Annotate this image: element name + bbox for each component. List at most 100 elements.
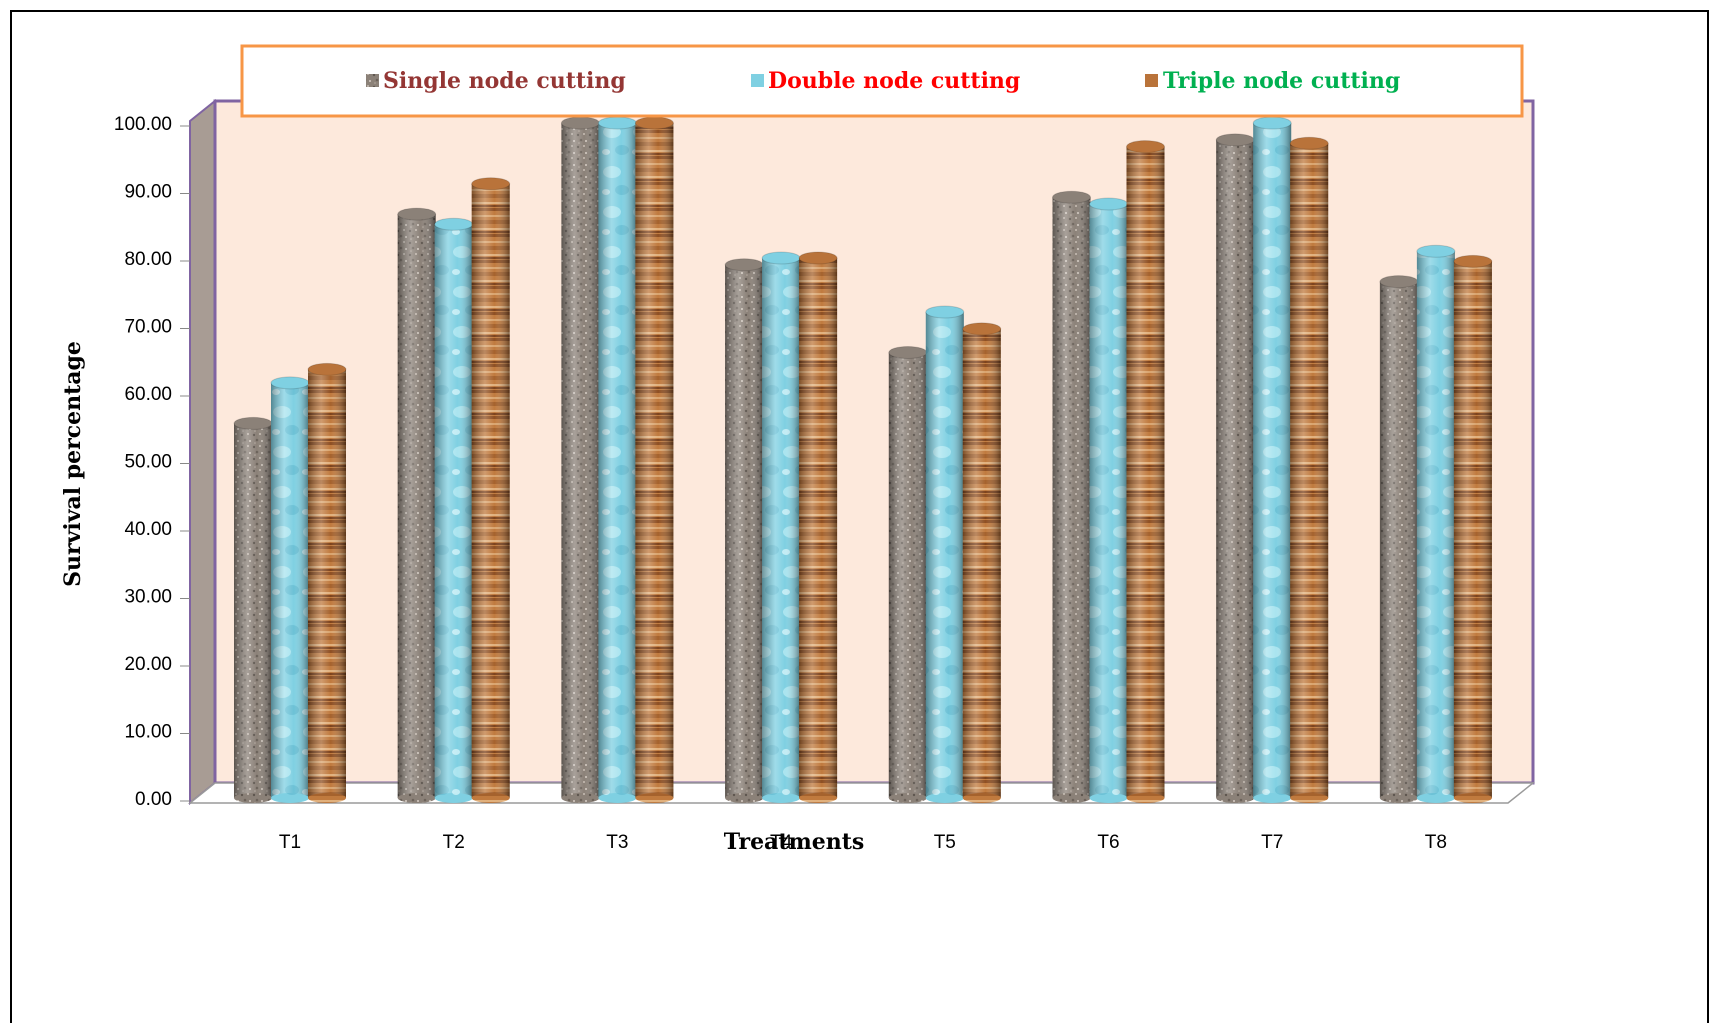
- y-tick-label: 70.00: [124, 317, 172, 338]
- x-tick-label: T6: [1097, 832, 1119, 853]
- bar-single-base: [1379, 793, 1418, 803]
- bar-double-shading: [925, 312, 964, 798]
- bar-single: [1215, 133, 1255, 803]
- bar-single-shading: [1216, 139, 1255, 798]
- x-tick-label: T7: [1261, 832, 1283, 853]
- bar-double: [434, 217, 474, 803]
- bar-single-shading: [888, 352, 927, 798]
- bar-single-base: [725, 793, 764, 803]
- bar-triple: [634, 116, 674, 803]
- bar-double-shading: [1253, 123, 1292, 798]
- bar-triple-base: [635, 793, 674, 803]
- bar-triple-top: [471, 177, 511, 191]
- bar-single-shading: [561, 123, 600, 798]
- bar-triple-top: [798, 251, 838, 265]
- bar-single: [724, 258, 764, 803]
- bar-triple-top: [1289, 136, 1329, 150]
- x-tick-label: T5: [934, 832, 956, 853]
- bar-double-base: [1089, 793, 1128, 803]
- bar-single-base: [561, 793, 600, 803]
- bar-triple-shading: [1290, 143, 1329, 798]
- bar-single-top: [1215, 133, 1255, 147]
- y-tick-label: 10.00: [124, 722, 172, 743]
- bar-single-shading: [234, 423, 272, 798]
- bar-double-base: [1416, 793, 1455, 803]
- bar-double-top: [597, 116, 637, 130]
- bar-triple-shading: [471, 183, 510, 798]
- chart-frame: [10, 10, 1709, 1023]
- y-tick-label: 80.00: [124, 249, 172, 270]
- bar-double: [1252, 116, 1292, 803]
- bar-triple-shading: [1453, 261, 1492, 798]
- bar-double-base: [1253, 793, 1292, 803]
- bar-double: [1416, 244, 1456, 803]
- bar-double-shading: [762, 258, 801, 798]
- bar-double: [270, 376, 310, 803]
- bar-single-base: [234, 793, 272, 803]
- bar-double-base: [434, 793, 473, 803]
- bar-single-top: [560, 116, 600, 130]
- bar-double-top: [761, 251, 801, 265]
- y-axis: 0.00 10.00 20.00 30.00 40.00 50.00 60.00 70.00 8…: [114, 114, 190, 810]
- bar-double-shading: [598, 123, 637, 798]
- y-tick-label: 30.00: [124, 587, 172, 608]
- bar-double: [597, 116, 637, 803]
- legend: Single node cutting Double node cutting …: [240, 44, 1524, 118]
- bar-triple-top: [1453, 254, 1493, 268]
- y-tick-label: 20.00: [124, 654, 172, 675]
- bar-double-base: [598, 793, 637, 803]
- y-tick-label: 40.00: [124, 519, 172, 540]
- bar-double: [925, 305, 965, 803]
- bar-triple-base: [471, 793, 510, 803]
- bar-triple-shading: [799, 258, 838, 798]
- x-tick-label: T1: [279, 832, 301, 853]
- x-tick-label: T2: [443, 832, 465, 853]
- bar-single-top: [1379, 275, 1419, 289]
- bar-double-top: [925, 305, 965, 319]
- bar-single-top: [724, 258, 764, 272]
- bar-triple: [307, 362, 347, 803]
- bar-triple: [798, 251, 838, 803]
- bar-triple-base: [308, 793, 346, 803]
- bar-double: [1089, 197, 1128, 803]
- bar-triple-shading: [635, 123, 674, 798]
- bar-double-shading: [1416, 251, 1455, 798]
- bar-double-shading: [434, 224, 473, 798]
- bar-single-top: [888, 346, 928, 359]
- bar-double-base: [762, 793, 801, 803]
- y-tick-label: 100.00: [114, 114, 172, 135]
- bar-triple: [1453, 254, 1493, 803]
- bar-triple-shading: [962, 328, 1001, 798]
- bars: [233, 116, 1493, 803]
- bar-single-shading: [1052, 197, 1091, 798]
- bar-double-shading: [271, 382, 309, 798]
- bar-single-shading: [397, 214, 436, 798]
- legend-swatch-triple: [1145, 74, 1158, 87]
- bar-single-base: [1216, 793, 1255, 803]
- bar-single: [1052, 190, 1091, 803]
- bar-single: [397, 207, 437, 803]
- legend-label-single: Single node cutting: [383, 68, 626, 94]
- bar-double-shading: [1089, 204, 1128, 798]
- bar-triple: [1289, 136, 1329, 803]
- bar-double-base: [925, 793, 964, 803]
- bar-single: [1379, 275, 1419, 803]
- bar-triple: [471, 177, 511, 803]
- legend-label-double: Double node cutting: [768, 68, 1020, 94]
- chart-floor: [187, 782, 1536, 804]
- bar-triple-shading: [308, 369, 346, 798]
- x-axis-title: Treatments: [724, 829, 865, 855]
- bar-double-top: [434, 217, 474, 231]
- y-axis-title: Survival percentage: [60, 341, 86, 587]
- bar-triple-base: [1290, 793, 1329, 803]
- bar-single: [233, 416, 273, 803]
- bar-single-top: [397, 207, 437, 221]
- legend-swatch-double: [751, 74, 764, 87]
- bar-triple-base: [1453, 793, 1492, 803]
- bar-triple: [962, 322, 1002, 803]
- bar-triple-base: [962, 793, 1001, 803]
- bar-double-top: [1252, 116, 1292, 130]
- bar-single-top: [233, 416, 273, 430]
- legend-label-triple: Triple node cutting: [1163, 68, 1400, 94]
